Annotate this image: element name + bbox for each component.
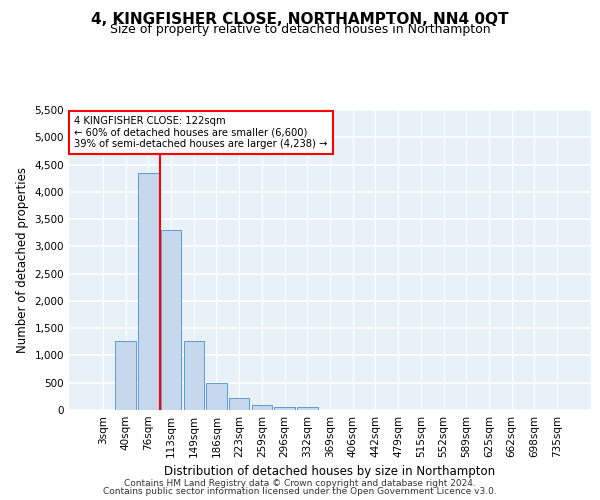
Text: Contains HM Land Registry data © Crown copyright and database right 2024.: Contains HM Land Registry data © Crown c… [124, 478, 476, 488]
Bar [161, 230, 181, 410]
Bar [138, 172, 158, 410]
Text: 4, KINGFISHER CLOSE, NORTHAMPTON, NN4 0QT: 4, KINGFISHER CLOSE, NORTHAMPTON, NN4 0Q… [91, 12, 509, 28]
Bar [184, 340, 204, 410]
Bar [251, 405, 272, 410]
Text: 4 KINGFISHER CLOSE: 122sqm
← 60% of detached houses are smaller (6,600)
39% of s: 4 KINGFISHER CLOSE: 122sqm ← 60% of deta… [74, 116, 328, 149]
X-axis label: Distribution of detached houses by size in Northampton: Distribution of detached houses by size … [164, 466, 496, 478]
Bar [297, 408, 317, 410]
Bar [274, 406, 295, 410]
Text: Contains public sector information licensed under the Open Government Licence v3: Contains public sector information licen… [103, 487, 497, 496]
Bar [206, 384, 227, 410]
Y-axis label: Number of detached properties: Number of detached properties [16, 167, 29, 353]
Text: Size of property relative to detached houses in Northampton: Size of property relative to detached ho… [110, 22, 490, 36]
Bar [115, 342, 136, 410]
Bar [229, 398, 250, 410]
